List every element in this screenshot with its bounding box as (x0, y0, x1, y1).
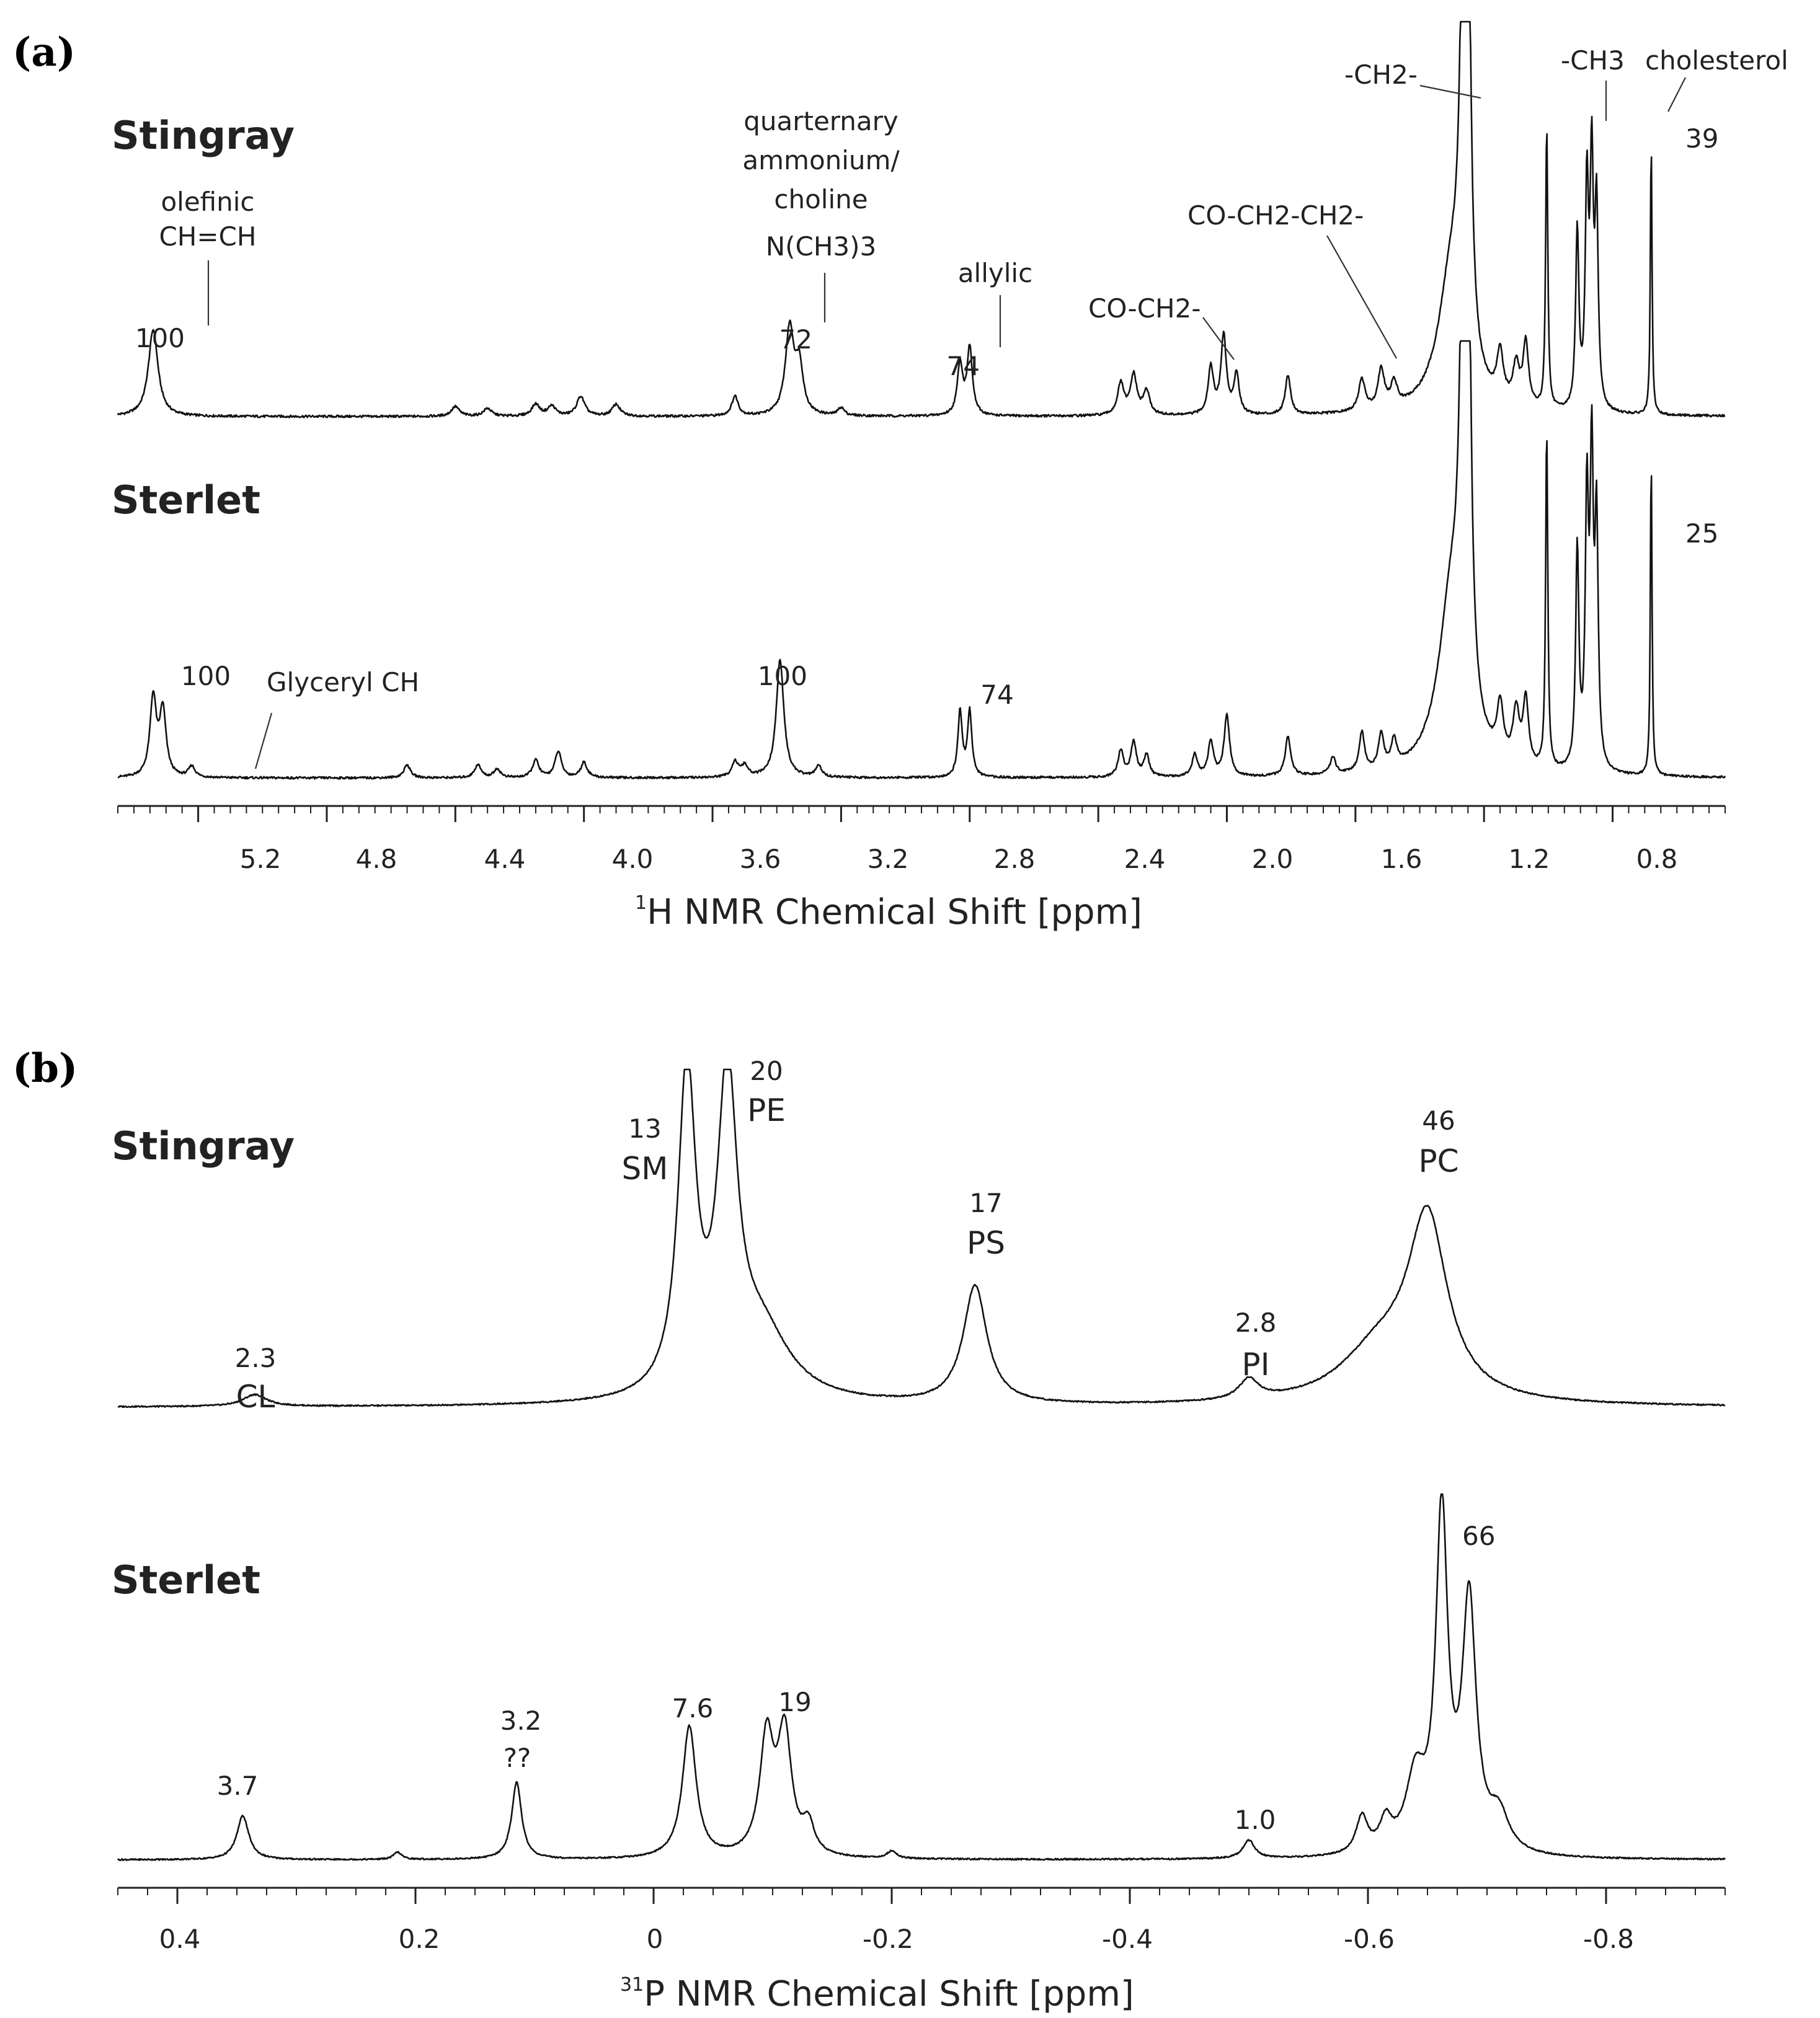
b-sterlet-value-7.6: 7.6 (672, 1693, 714, 1724)
a-co-ch2-leader (1202, 317, 1235, 360)
panel-a-x-axis-title: 1H NMR Chemical Shift [ppm] (635, 892, 1142, 932)
b-pc-label: PC (1418, 1143, 1458, 1179)
panel-b-sterlet-label: Sterlet (112, 1557, 260, 1603)
b-pi-value: 2.8 (1235, 1308, 1277, 1338)
a-sterlet-cholesterol-value: 25 (1685, 518, 1718, 549)
panel-a-stingray-spectrum (117, 20, 1726, 418)
a-cholesterol-value: 39 (1685, 123, 1718, 154)
a-cholesterol-label: cholesterol (1645, 45, 1788, 76)
panel-b-stingray-label: Stingray (112, 1123, 295, 1169)
a-olefinic-formula: CH=CH (159, 221, 256, 252)
b-pe-value: 20 (750, 1056, 783, 1086)
a-tick-label-1.2: 1.2 (1509, 844, 1550, 874)
b-tick-label-neg0.4: -0.4 (1102, 1924, 1153, 1954)
a-qa-value: 72 (779, 324, 812, 355)
panel-a-ticks (117, 806, 1726, 822)
a-tick-label-2.8: 2.8 (994, 844, 1036, 874)
b-tick-label-0.4: 0.4 (159, 1924, 201, 1954)
b-sm-value: 13 (628, 1113, 661, 1144)
b-pi-label: PI (1242, 1347, 1270, 1383)
a-ch2-leader (1419, 84, 1481, 99)
a-tick-label-0.8: 0.8 (1636, 844, 1678, 874)
panel-b-sterlet-spectrum (117, 1493, 1726, 1861)
panel-b-x-axis-title: 31P NMR Chemical Shift [ppm] (620, 1974, 1134, 2014)
panel-b-x-title-rest: P NMR Chemical Shift [ppm] (644, 1974, 1134, 2014)
b-tick-label-neg0.8: -0.8 (1583, 1924, 1634, 1954)
panel-a-x-title-rest: H NMR Chemical Shift [ppm] (647, 892, 1142, 932)
panel-a-x-title-sup: 1 (635, 892, 647, 914)
b-tick-label-0.2: 0.2 (399, 1924, 440, 1954)
a-qa-label-2: ammonium/ (742, 145, 900, 175)
a-qa-label-3: choline (774, 184, 868, 215)
b-pc-value: 46 (1422, 1105, 1455, 1136)
b-sterlet-value-66: 66 (1462, 1521, 1495, 1551)
panel-b-ticks (117, 1888, 1726, 1904)
b-sm-label: SM (622, 1151, 668, 1187)
panel-a-label: (a) (12, 29, 76, 76)
a-co-ch2-label: CO-CH2- (1088, 293, 1201, 324)
panel-a-sterlet-spectrum (117, 340, 1726, 780)
a-tick-label-5.2: 5.2 (240, 844, 282, 874)
panel-a-stingray-label: Stingray (112, 113, 295, 158)
a-tick-label-1.6: 1.6 (1381, 844, 1423, 874)
b-ps-label: PS (967, 1225, 1005, 1261)
b-sterlet-value-19: 19 (778, 1687, 811, 1717)
b-cl-value: 2.3 (235, 1343, 277, 1373)
a-tick-label-3.6: 3.6 (740, 844, 781, 874)
b-tick-label-0: 0 (647, 1924, 664, 1954)
a-qa-label-4: N(CH3)3 (766, 231, 877, 262)
a-allylic-label: allylic (958, 258, 1032, 288)
a-olefinic-value: 100 (135, 323, 185, 353)
a-ch2-label: -CH2- (1344, 60, 1418, 90)
a-allylic-value: 74 (947, 351, 980, 381)
b-cl-label: CL (236, 1379, 275, 1415)
a-tick-label-4.8: 4.8 (356, 844, 397, 874)
b-sterlet-unknown-label: ?? (504, 1743, 531, 1773)
a-tick-label-2.0: 2.0 (1252, 844, 1294, 874)
b-pe-label: PE (747, 1092, 786, 1128)
a-tick-label-3.2: 3.2 (868, 844, 909, 874)
a-sterlet-allylic-value: 74 (980, 679, 1013, 710)
b-tick-label-neg0.2: -0.2 (863, 1924, 913, 1954)
a-sterlet-olefinic-value: 100 (181, 661, 231, 691)
a-sterlet-choline-value: 100 (758, 661, 807, 691)
panel-b-label: (b) (12, 1045, 78, 1092)
a-ch3-label: -CH3 (1561, 45, 1625, 76)
a-cholesterol-leader (1667, 77, 1686, 112)
b-ps-value: 17 (969, 1188, 1002, 1218)
a-sterlet-glyceryl-label: Glyceryl CH (267, 667, 419, 697)
a-qa-label-1: quarternary (744, 106, 899, 136)
a-sterlet-glyceryl-leader (254, 712, 273, 769)
a-tick-label-4.4: 4.4 (484, 844, 526, 874)
a-tick-label-2.4: 2.4 (1124, 844, 1166, 874)
panel-b-stingray-spectrum (117, 1068, 1726, 1409)
panel-b-x-title-sup: 31 (620, 1974, 644, 1996)
a-co-ch2-ch2-label: CO-CH2-CH2- (1187, 200, 1364, 231)
panel-a-sterlet-label: Sterlet (112, 477, 260, 523)
a-co-ch2-ch2-leader (1326, 235, 1397, 359)
a-olefinic-label: olefinic (161, 187, 254, 217)
b-tick-label-neg0.6: -0.6 (1344, 1924, 1395, 1954)
b-sterlet-value-3.2: 3.2 (500, 1706, 542, 1736)
b-sterlet-value-1.0: 1.0 (1235, 1805, 1276, 1835)
a-tick-label-4.0: 4.0 (612, 844, 654, 874)
b-sterlet-value-3.7: 3.7 (217, 1771, 259, 1801)
